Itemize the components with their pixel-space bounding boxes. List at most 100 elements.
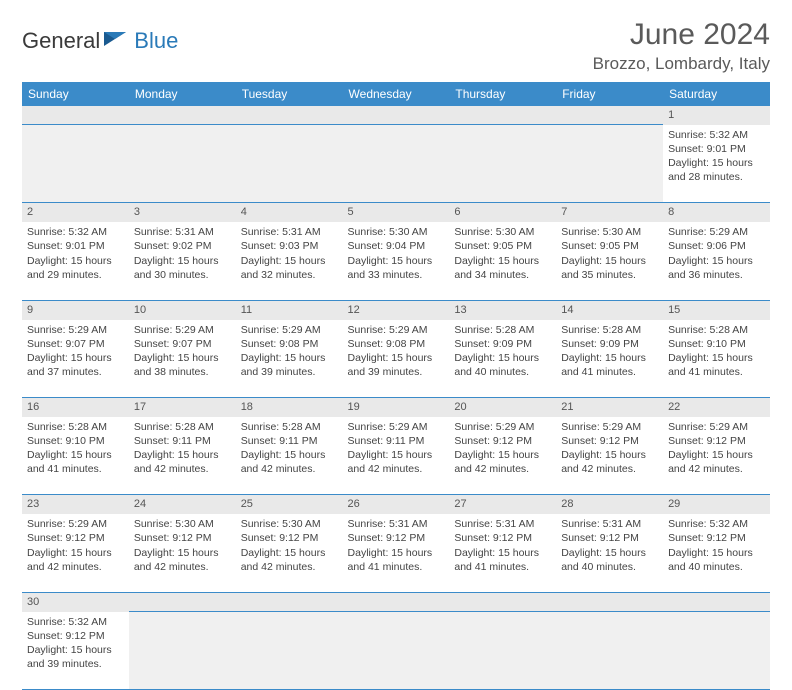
sunrise-line: Sunrise: 5:32 AM — [27, 615, 124, 629]
calendar-cell: Sunrise: 5:31 AMSunset: 9:12 PMDaylight:… — [556, 514, 663, 592]
daylight-line: Daylight: 15 hours and 41 minutes. — [454, 546, 551, 574]
sunrise-line: Sunrise: 5:32 AM — [668, 128, 765, 142]
daylight-line: Daylight: 15 hours and 38 minutes. — [134, 351, 231, 379]
sunset-line: Sunset: 9:02 PM — [134, 239, 231, 253]
day-number: 9 — [22, 300, 129, 319]
calendar-cell: Sunrise: 5:30 AMSunset: 9:05 PMDaylight:… — [449, 222, 556, 300]
logo-general: General — [22, 28, 100, 54]
calendar-cell: Sunrise: 5:29 AMSunset: 9:11 PMDaylight:… — [343, 417, 450, 495]
day-number-row: 16171819202122 — [22, 398, 770, 417]
day-number: 19 — [343, 398, 450, 417]
calendar-cell: Sunrise: 5:30 AMSunset: 9:12 PMDaylight:… — [129, 514, 236, 592]
sunset-line: Sunset: 9:12 PM — [454, 434, 551, 448]
calendar-cell: Sunrise: 5:29 AMSunset: 9:12 PMDaylight:… — [663, 417, 770, 495]
sunset-line: Sunset: 9:10 PM — [668, 337, 765, 351]
calendar-cell — [663, 612, 770, 690]
calendar-cell: Sunrise: 5:31 AMSunset: 9:12 PMDaylight:… — [343, 514, 450, 592]
day-number-row: 30 — [22, 592, 770, 611]
sunrise-line: Sunrise: 5:29 AM — [348, 420, 445, 434]
day-number: 20 — [449, 398, 556, 417]
day-number — [129, 592, 236, 611]
daylight-line: Daylight: 15 hours and 42 minutes. — [134, 448, 231, 476]
sunrise-line: Sunrise: 5:29 AM — [668, 420, 765, 434]
daylight-line: Daylight: 15 hours and 30 minutes. — [134, 254, 231, 282]
day-number — [236, 106, 343, 125]
sunset-line: Sunset: 9:01 PM — [668, 142, 765, 156]
daylight-line: Daylight: 15 hours and 41 minutes. — [348, 546, 445, 574]
day-number — [556, 592, 663, 611]
calendar-cell — [236, 612, 343, 690]
calendar-week-row: Sunrise: 5:29 AMSunset: 9:12 PMDaylight:… — [22, 514, 770, 592]
day-number — [343, 592, 450, 611]
location-subtitle: Brozzo, Lombardy, Italy — [593, 54, 770, 74]
calendar-cell — [556, 612, 663, 690]
day-number — [343, 106, 450, 125]
calendar-cell: Sunrise: 5:31 AMSunset: 9:03 PMDaylight:… — [236, 222, 343, 300]
page-header: General Blue June 2024 Brozzo, Lombardy,… — [22, 18, 770, 74]
calendar-cell: Sunrise: 5:31 AMSunset: 9:02 PMDaylight:… — [129, 222, 236, 300]
day-number: 17 — [129, 398, 236, 417]
calendar-week-row: Sunrise: 5:32 AMSunset: 9:01 PMDaylight:… — [22, 222, 770, 300]
daylight-line: Daylight: 15 hours and 41 minutes. — [27, 448, 124, 476]
sunset-line: Sunset: 9:12 PM — [241, 531, 338, 545]
sunset-line: Sunset: 9:12 PM — [668, 434, 765, 448]
daylight-line: Daylight: 15 hours and 39 minutes. — [27, 643, 124, 671]
sunrise-line: Sunrise: 5:29 AM — [241, 323, 338, 337]
calendar-cell: Sunrise: 5:31 AMSunset: 9:12 PMDaylight:… — [449, 514, 556, 592]
calendar-week-row: Sunrise: 5:32 AMSunset: 9:12 PMDaylight:… — [22, 612, 770, 690]
day-header: Sunday — [22, 82, 129, 106]
day-number: 24 — [129, 495, 236, 514]
sunrise-line: Sunrise: 5:30 AM — [348, 225, 445, 239]
calendar-cell — [343, 125, 450, 203]
day-number — [556, 106, 663, 125]
calendar-cell: Sunrise: 5:28 AMSunset: 9:09 PMDaylight:… — [556, 320, 663, 398]
sunrise-line: Sunrise: 5:30 AM — [134, 517, 231, 531]
calendar-cell — [343, 612, 450, 690]
calendar-cell — [22, 125, 129, 203]
sunset-line: Sunset: 9:08 PM — [241, 337, 338, 351]
sunset-line: Sunset: 9:09 PM — [454, 337, 551, 351]
sunset-line: Sunset: 9:11 PM — [241, 434, 338, 448]
sunset-line: Sunset: 9:12 PM — [27, 531, 124, 545]
daylight-line: Daylight: 15 hours and 42 minutes. — [241, 448, 338, 476]
day-number: 28 — [556, 495, 663, 514]
calendar-cell: Sunrise: 5:30 AMSunset: 9:04 PMDaylight:… — [343, 222, 450, 300]
daylight-line: Daylight: 15 hours and 40 minutes. — [454, 351, 551, 379]
day-number: 18 — [236, 398, 343, 417]
calendar-cell: Sunrise: 5:29 AMSunset: 9:08 PMDaylight:… — [236, 320, 343, 398]
sunrise-line: Sunrise: 5:28 AM — [668, 323, 765, 337]
calendar-week-row: Sunrise: 5:32 AMSunset: 9:01 PMDaylight:… — [22, 125, 770, 203]
calendar-cell: Sunrise: 5:28 AMSunset: 9:10 PMDaylight:… — [663, 320, 770, 398]
day-number — [449, 106, 556, 125]
sunset-line: Sunset: 9:07 PM — [27, 337, 124, 351]
sunset-line: Sunset: 9:07 PM — [134, 337, 231, 351]
calendar-cell: Sunrise: 5:28 AMSunset: 9:11 PMDaylight:… — [129, 417, 236, 495]
day-number: 3 — [129, 203, 236, 222]
sunrise-line: Sunrise: 5:28 AM — [241, 420, 338, 434]
sunrise-line: Sunrise: 5:30 AM — [241, 517, 338, 531]
calendar-cell: Sunrise: 5:29 AMSunset: 9:07 PMDaylight:… — [129, 320, 236, 398]
sunrise-line: Sunrise: 5:31 AM — [454, 517, 551, 531]
day-number: 14 — [556, 300, 663, 319]
day-number-row: 2345678 — [22, 203, 770, 222]
logo-blue: Blue — [134, 28, 178, 54]
sunset-line: Sunset: 9:12 PM — [668, 531, 765, 545]
day-number: 26 — [343, 495, 450, 514]
sunrise-line: Sunrise: 5:28 AM — [561, 323, 658, 337]
day-number — [22, 106, 129, 125]
daylight-line: Daylight: 15 hours and 33 minutes. — [348, 254, 445, 282]
sunrise-line: Sunrise: 5:29 AM — [561, 420, 658, 434]
sunrise-line: Sunrise: 5:29 AM — [348, 323, 445, 337]
calendar-cell — [129, 612, 236, 690]
day-number: 12 — [343, 300, 450, 319]
calendar-cell: Sunrise: 5:29 AMSunset: 9:12 PMDaylight:… — [22, 514, 129, 592]
logo: General Blue — [22, 28, 178, 54]
day-number: 1 — [663, 106, 770, 125]
day-number: 5 — [343, 203, 450, 222]
day-header: Thursday — [449, 82, 556, 106]
day-number: 23 — [22, 495, 129, 514]
day-number: 29 — [663, 495, 770, 514]
daylight-line: Daylight: 15 hours and 40 minutes. — [668, 546, 765, 574]
day-number: 25 — [236, 495, 343, 514]
sunset-line: Sunset: 9:12 PM — [348, 531, 445, 545]
